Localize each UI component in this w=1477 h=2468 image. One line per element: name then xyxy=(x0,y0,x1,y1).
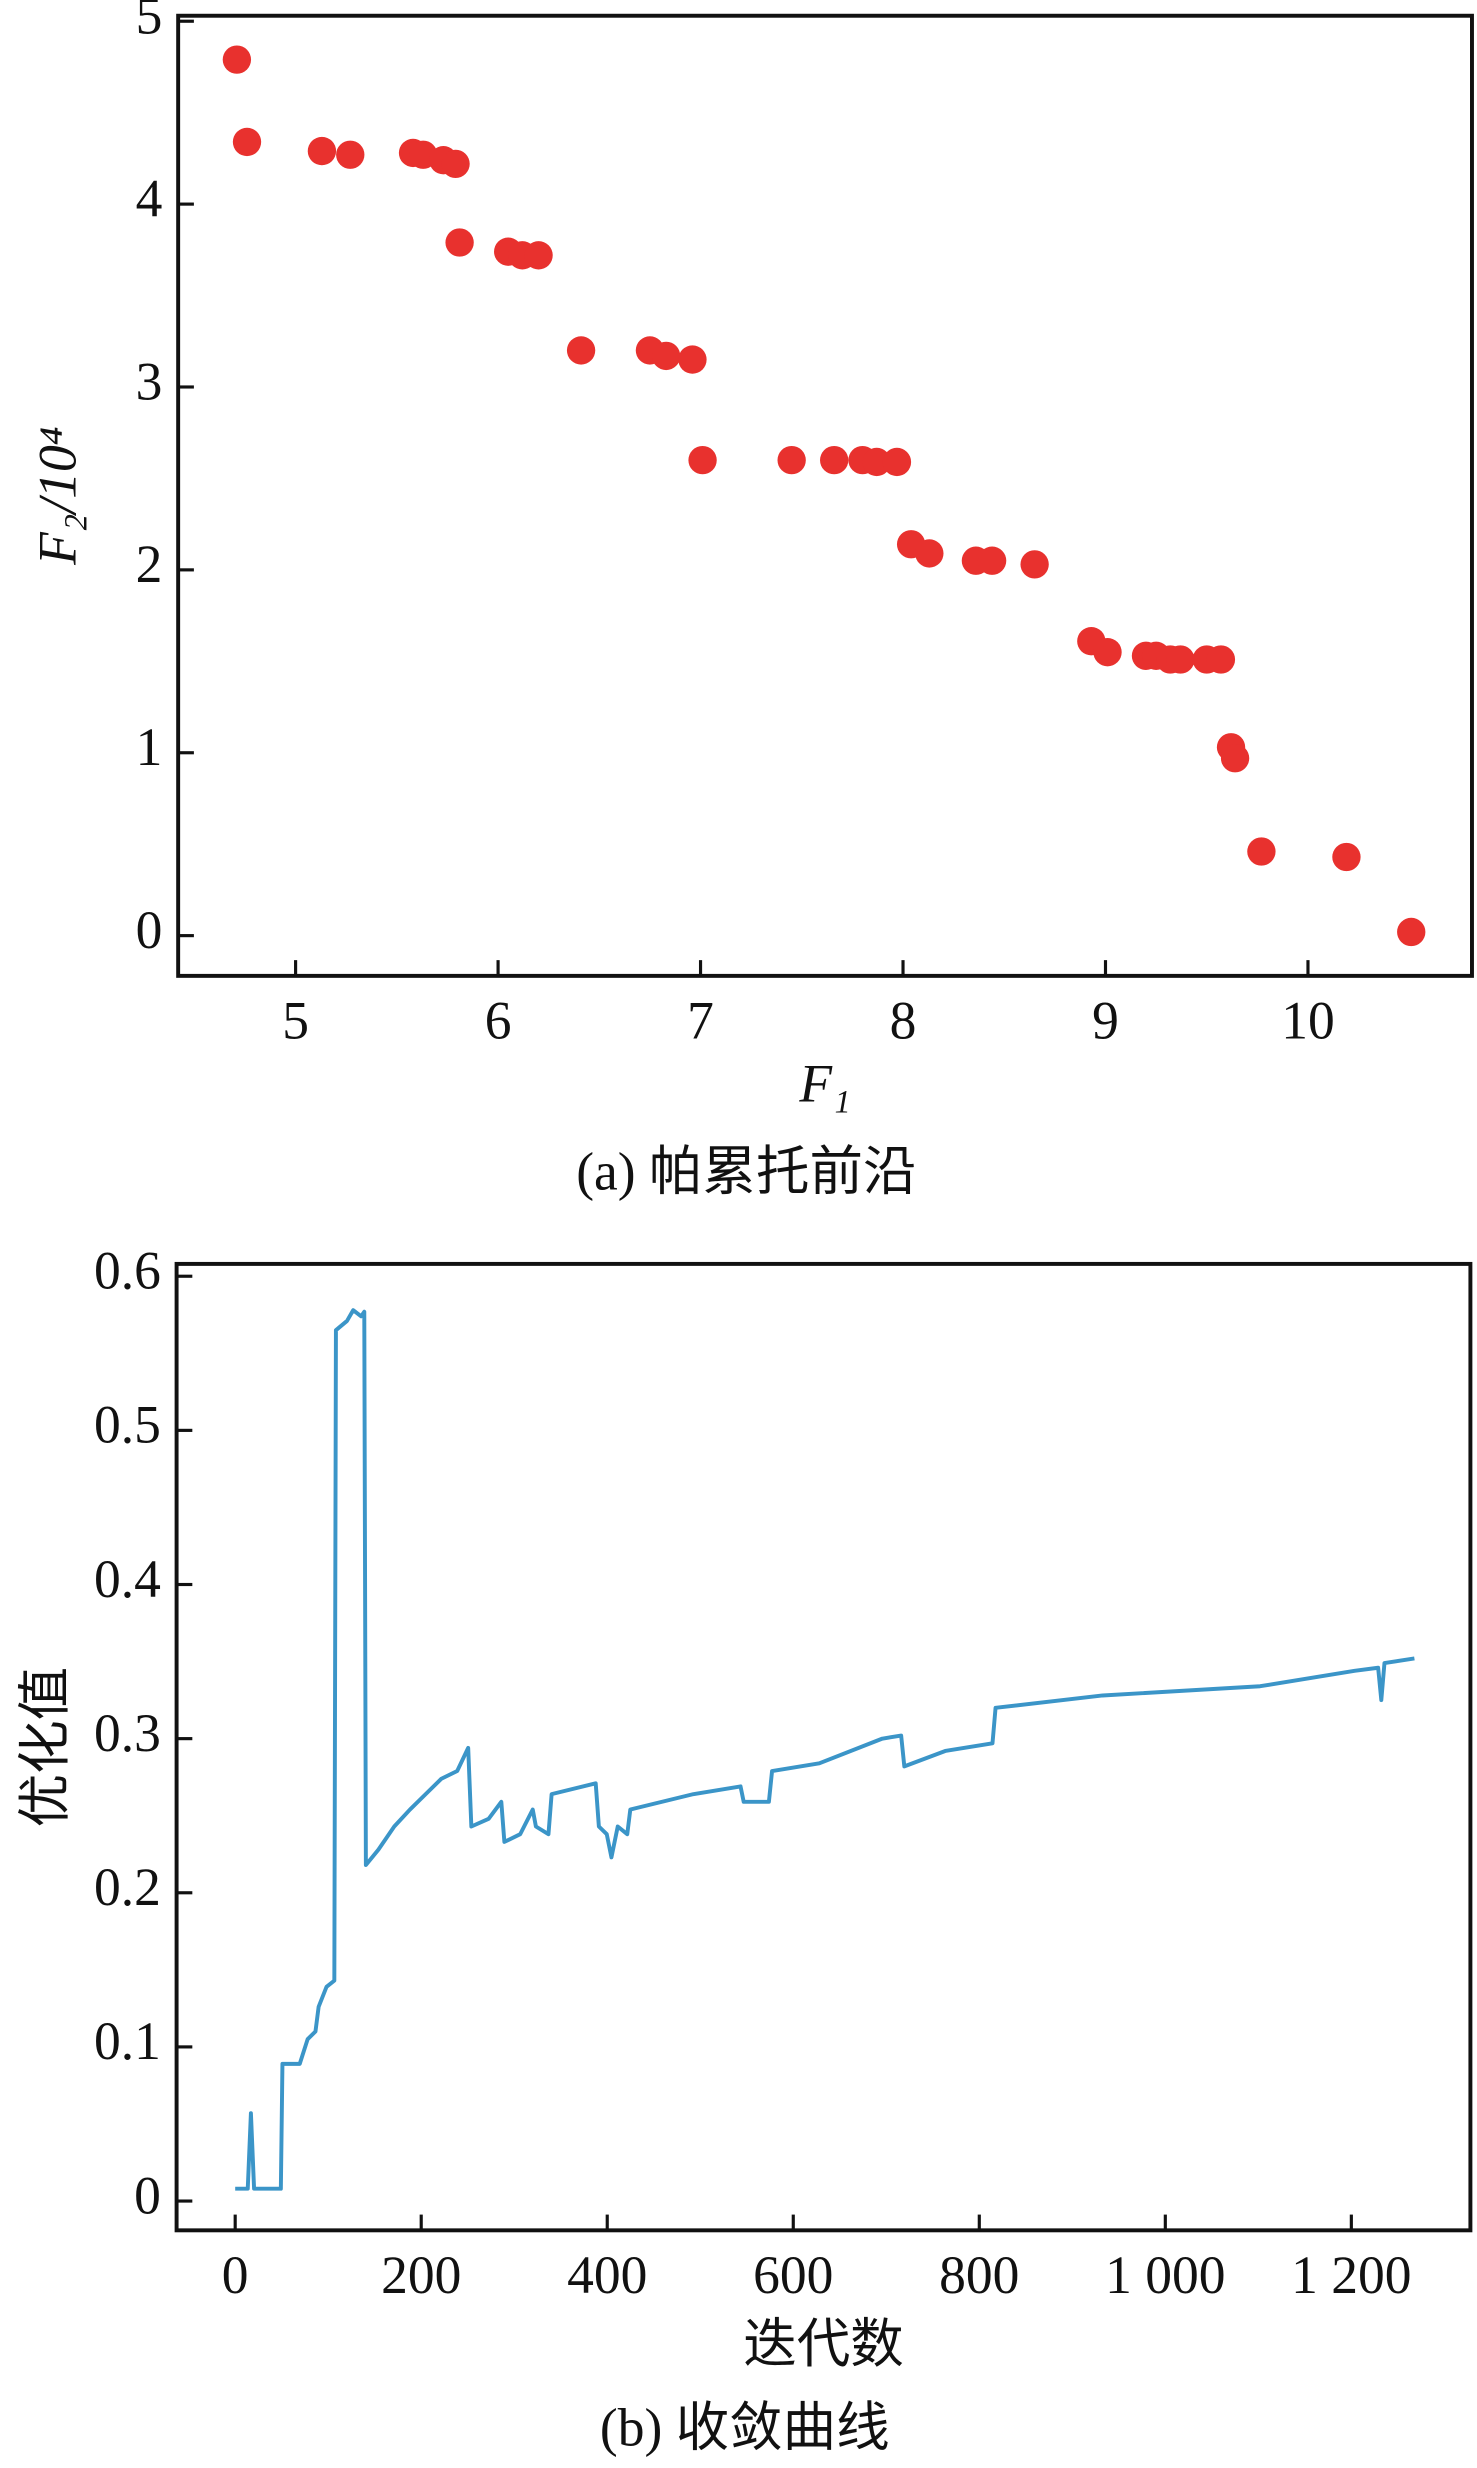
y-tick-label: 0 xyxy=(136,900,163,960)
point xyxy=(688,445,717,475)
point xyxy=(651,341,681,371)
y-tick-label: 3 xyxy=(136,351,163,411)
point xyxy=(441,149,470,179)
y-tick-label: 0.2 xyxy=(94,1857,161,1917)
x-tick-label: 0 xyxy=(222,2245,249,2305)
point xyxy=(1166,645,1195,674)
plot-frame xyxy=(174,1261,1473,2233)
x-tick-label: 200 xyxy=(381,2245,461,2305)
point xyxy=(307,136,337,166)
x-tick-label: 5 xyxy=(282,991,309,1051)
y-tick-label: 0.4 xyxy=(94,1549,161,1609)
point xyxy=(777,445,806,475)
x-tick-label: 1 200 xyxy=(1291,2245,1411,2305)
x-tick-label: 1 000 xyxy=(1105,2245,1225,2305)
caption: (a) 帕累托前沿 xyxy=(576,1142,916,1202)
y-tick-label: 5 xyxy=(136,0,163,46)
x-tick-label: 400 xyxy=(567,2245,647,2305)
y-tick-label: 0.1 xyxy=(94,2011,161,2071)
x-tick-label: 6 xyxy=(485,991,512,1051)
x-tick-label: 8 xyxy=(890,991,917,1051)
point xyxy=(445,228,474,257)
point xyxy=(977,546,1007,575)
x-axis-label: F₁ xyxy=(798,1053,850,1113)
plot-frame xyxy=(176,13,1474,978)
point xyxy=(1397,917,1426,947)
series-line xyxy=(235,1308,1415,2191)
point xyxy=(232,127,262,157)
x-tick-label: 10 xyxy=(1281,991,1335,1051)
point xyxy=(336,140,365,169)
point xyxy=(678,345,707,374)
x-tick-label: 800 xyxy=(939,2245,1019,2305)
y-axis-label: 优化值 xyxy=(15,1667,75,1828)
x-tick-label: 600 xyxy=(753,2245,833,2305)
point xyxy=(566,336,596,365)
point xyxy=(1332,842,1361,872)
point xyxy=(1247,837,1276,866)
point xyxy=(222,45,252,74)
y-tick-label: 2 xyxy=(136,534,163,594)
y-tick-label: 0 xyxy=(134,2165,161,2225)
y-tick-label: 1 xyxy=(136,717,163,777)
point xyxy=(915,539,944,568)
point xyxy=(1206,645,1236,674)
y-tick-label: 0.5 xyxy=(94,1395,161,1455)
point xyxy=(1093,638,1122,667)
x-axis-label: 迭代数 xyxy=(743,2314,904,2374)
point xyxy=(862,447,891,477)
point xyxy=(1220,744,1250,773)
point xyxy=(1020,550,1049,579)
y-tick-label: 0.6 xyxy=(94,1241,161,1301)
point xyxy=(882,447,912,477)
point xyxy=(524,241,553,270)
y-tick-label: 0.3 xyxy=(94,1703,161,1763)
y-axis-label: F₂/10⁴ xyxy=(28,427,88,566)
y-tick-label: 4 xyxy=(136,168,163,228)
caption: (b) 收敛曲线 xyxy=(600,2398,890,2458)
x-tick-label: 7 xyxy=(687,991,714,1051)
point xyxy=(820,445,849,475)
x-tick-label: 9 xyxy=(1092,991,1119,1051)
